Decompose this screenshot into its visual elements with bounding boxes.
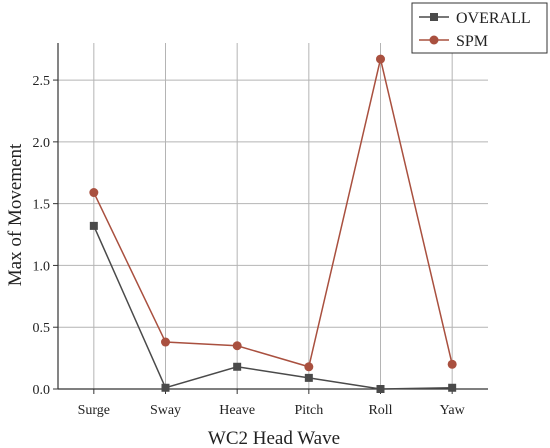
data-point-overall	[233, 362, 242, 371]
y-tick-label: 0.5	[33, 321, 51, 336]
x-tick-label: Yaw	[440, 403, 466, 418]
data-point-spm	[89, 188, 99, 198]
data-point-spm	[304, 362, 314, 372]
legend-label-overall: OVERALL	[456, 10, 531, 27]
data-point-overall	[376, 385, 385, 393]
grid-lines	[58, 43, 488, 389]
data-point-overall	[161, 383, 170, 392]
legend-marker-overall	[430, 13, 438, 21]
plot-frame	[57, 43, 488, 390]
legend: OVERALL SPM	[411, 2, 548, 54]
y-axis-label: Max of Movement	[5, 143, 26, 286]
y-tick-label: 1.0	[33, 259, 51, 274]
data-point-spm	[161, 337, 170, 347]
data-point-overall	[89, 221, 98, 230]
data-point-overall	[448, 383, 457, 392]
series-line-spm	[93, 58, 453, 368]
data-point-overall	[304, 373, 313, 382]
x-tick-label: Heave	[219, 403, 255, 418]
y-tick-label: 0.0	[33, 383, 51, 398]
y-tick-label: 1.5	[33, 198, 51, 213]
x-axis-label: WC2 Head Wave	[208, 428, 340, 448]
x-tick-label: Pitch	[294, 403, 323, 418]
x-tick-label: Roll	[368, 403, 392, 418]
x-tick-label: Surge	[78, 403, 110, 418]
y-ticks: 0.0 0.5 1.0 1.5 2.0 2.5	[33, 74, 58, 398]
data-point-spm	[447, 359, 457, 369]
x-tick-label: Sway	[150, 403, 181, 418]
legend-marker-spm	[429, 35, 439, 45]
y-tick-label: 2.5	[33, 74, 51, 89]
legend-label-spm: SPM	[456, 33, 488, 50]
y-tick-label: 2.0	[33, 136, 51, 151]
x-ticks: Surge Sway Heave Pitch Roll Yaw	[78, 389, 466, 418]
series-line-overall	[93, 225, 453, 390]
data-point-spm	[232, 341, 242, 351]
series-lines	[89, 54, 457, 393]
legend-box	[411, 2, 548, 54]
data-point-spm	[376, 54, 385, 64]
